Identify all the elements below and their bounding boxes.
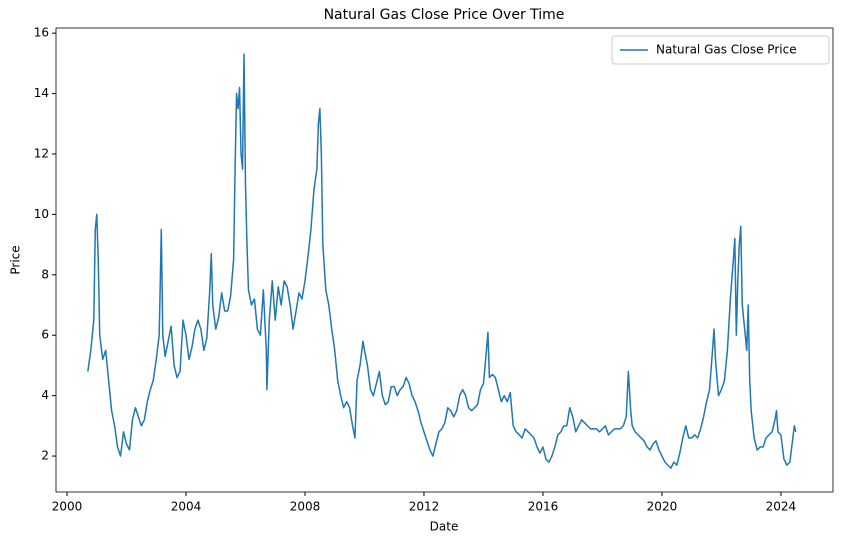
x-tick-label: 2020 (647, 500, 678, 514)
y-tick-label: 14 (34, 86, 49, 100)
y-tick-label: 8 (41, 267, 49, 281)
y-tick-label: 4 (41, 388, 49, 402)
line (87, 53, 797, 469)
x-tick-label: 2000 (52, 500, 83, 514)
legend-label: Natural Gas Close Price (656, 43, 797, 57)
y-tick-label: 12 (34, 146, 49, 160)
x-axis-label: Date (430, 520, 459, 534)
plot-frame (55, 27, 834, 493)
y-tick-label: 6 (41, 328, 49, 342)
x-tick-label: 2008 (290, 500, 321, 514)
legend-box (611, 35, 830, 65)
y-tick-label: 16 (34, 26, 49, 40)
x-tick-label: 2012 (409, 500, 440, 514)
y-axis-label: Price (9, 245, 23, 274)
chart-title: Natural Gas Close Price Over Time (324, 7, 565, 23)
y-tick-label: 10 (34, 207, 49, 221)
y-tick-label: 2 (41, 449, 49, 463)
x-tick-label: 2016 (528, 500, 559, 514)
x-tick-label: 2024 (766, 500, 797, 514)
x-tick-label: 2004 (171, 500, 202, 514)
